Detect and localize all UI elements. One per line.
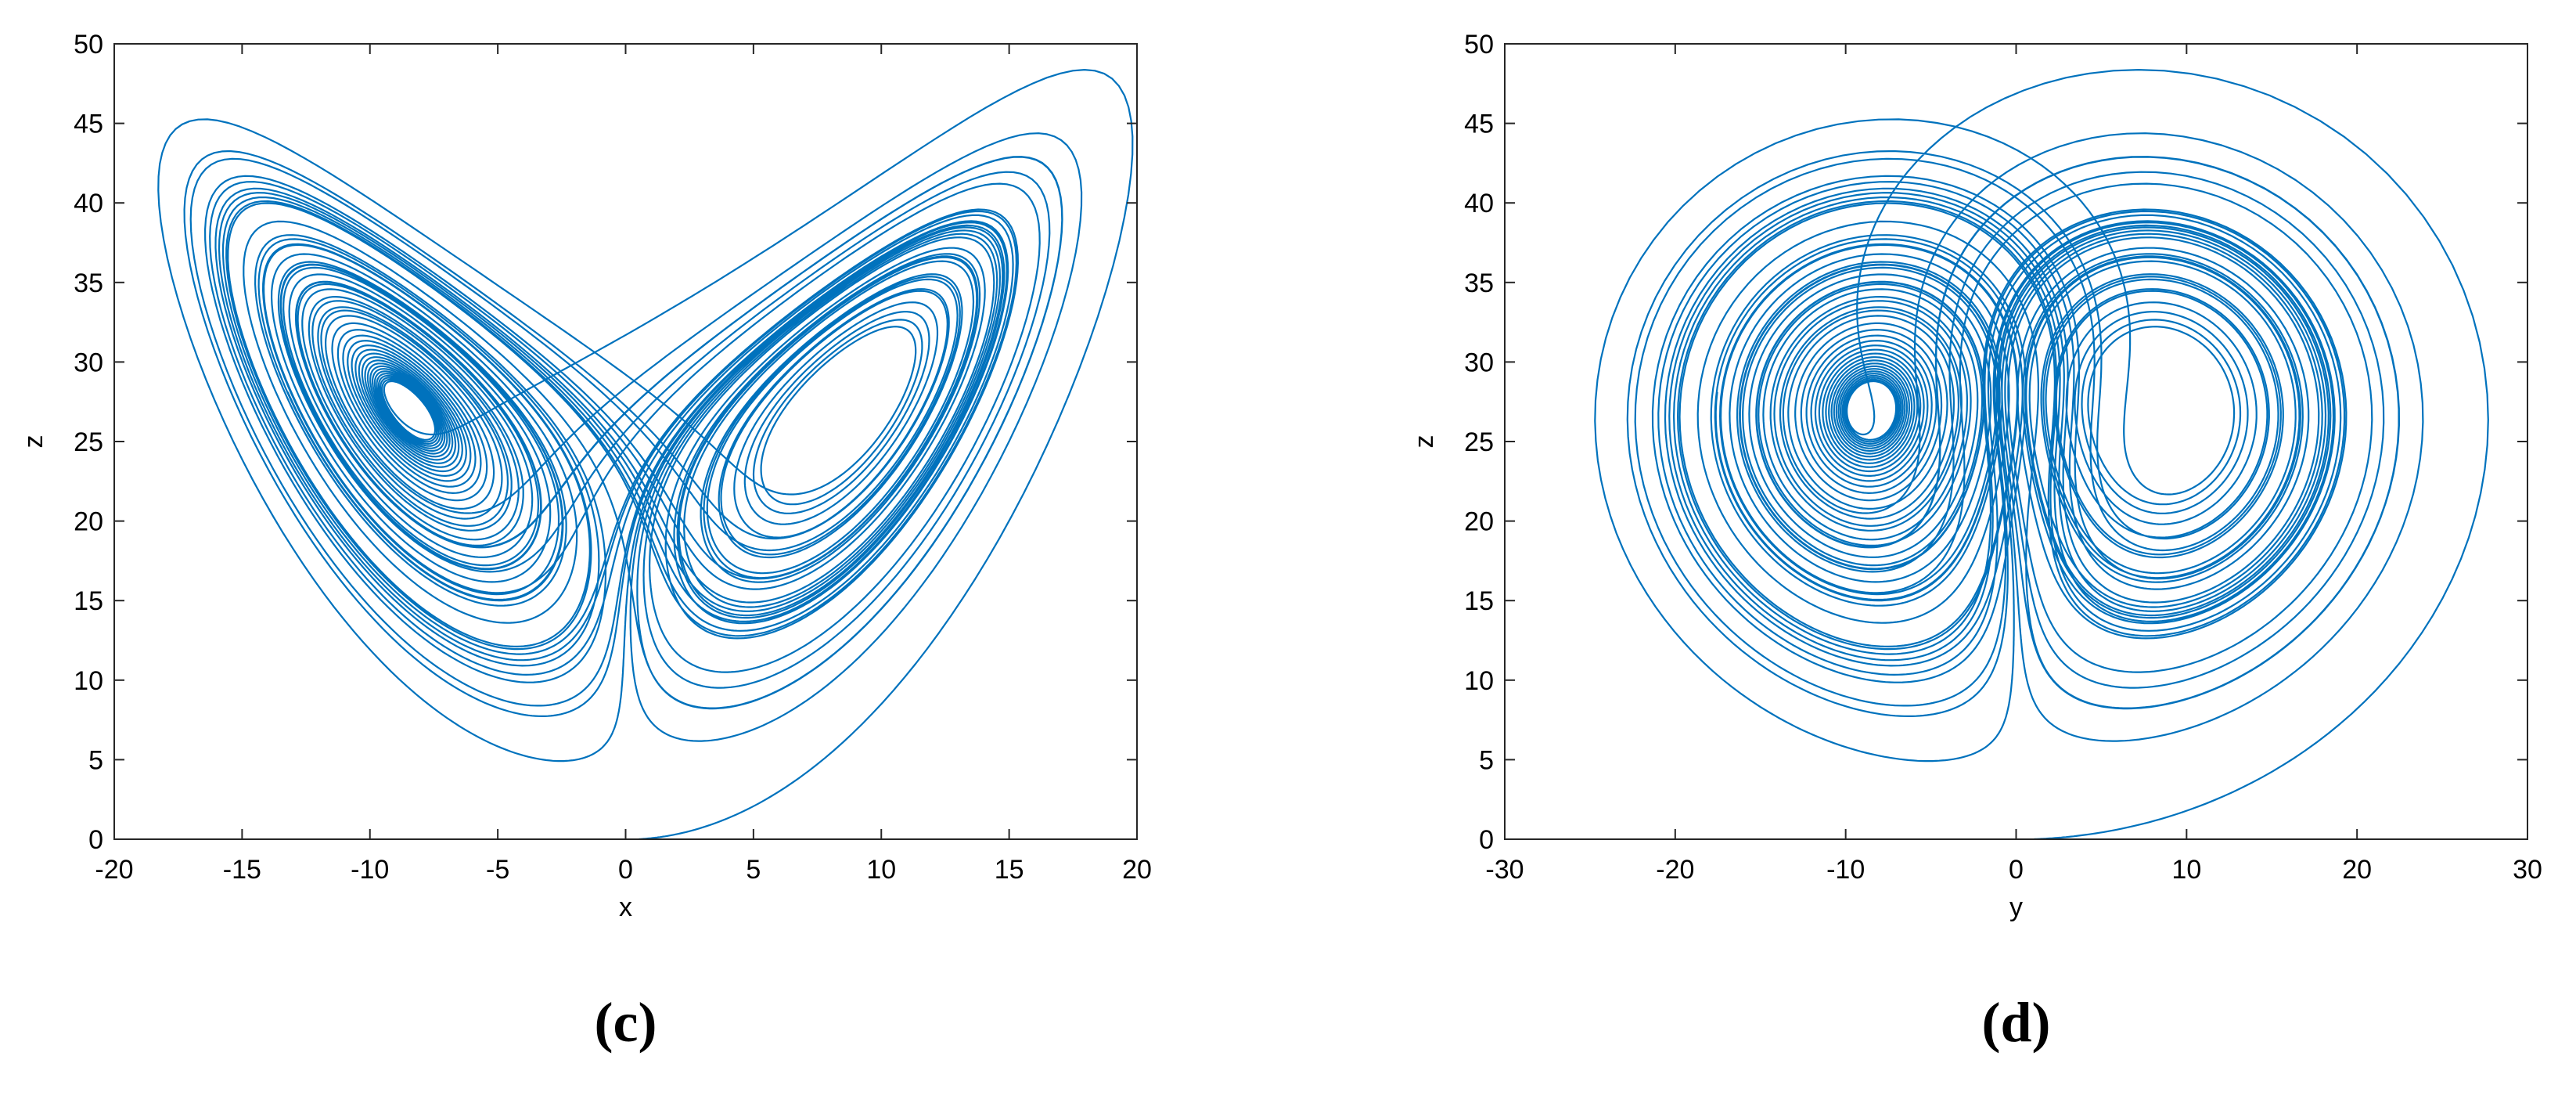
y-tick-label: 50: [1464, 30, 1494, 59]
x-tick-label: -10: [351, 855, 389, 885]
y-tick-label: 30: [74, 348, 103, 377]
y-tick-label: 10: [1464, 666, 1494, 696]
x-tick-label: 0: [618, 855, 633, 885]
y-tick-label: 10: [74, 666, 103, 696]
y-tick-label: 5: [1479, 745, 1494, 775]
x-axis-label-c: x: [619, 892, 632, 922]
y-tick-label: 15: [74, 586, 103, 616]
x-tick-label: -20: [95, 855, 133, 885]
y-tick-label: 20: [1464, 507, 1494, 537]
x-tick-label: -15: [223, 855, 261, 885]
y-tick-label: 35: [74, 269, 103, 298]
y-tick-label: 25: [74, 427, 103, 457]
y-tick-label: 35: [1464, 269, 1494, 298]
y-ticks-c: 0 5 10 15 20 25 30 35 40 45 50: [74, 30, 1137, 855]
trajectory-line-d: [1594, 69, 2489, 839]
y-tick-label: 45: [74, 110, 103, 139]
y-tick-label: 30: [1464, 348, 1494, 377]
x-tick-label: 20: [2342, 855, 2372, 885]
x-tick-label: -10: [1826, 855, 1865, 885]
x-tick-label: 15: [995, 855, 1024, 885]
y-tick-label: 0: [88, 825, 103, 855]
y-tick-label: 0: [1479, 825, 1494, 855]
x-tick-label: 20: [1122, 855, 1152, 885]
x-ticks-c: -20 -15 -10 -5 0 5 10 15 20: [95, 44, 1152, 885]
panel-label-d: (d): [1982, 991, 2051, 1054]
panel-c: -20 -15 -10 -5 0 5 10 15 20 0 5 10 15 20 25 30 35 40 45 50…: [19, 30, 1152, 1054]
x-tick-label: 10: [866, 855, 896, 885]
y-tick-label: 40: [74, 189, 103, 218]
x-tick-label: -30: [1485, 855, 1524, 885]
x-tick-label: 30: [2513, 855, 2542, 885]
x-tick-label: 5: [746, 855, 761, 885]
x-axis-label-d: y: [2009, 892, 2023, 922]
trajectory-path: [157, 69, 1134, 839]
y-ticks-d: 0 5 10 15 20 25 30 35 40 45 50: [1464, 30, 2527, 855]
y-tick-label: 40: [1464, 189, 1494, 218]
y-axis-label-d: z: [1409, 435, 1439, 449]
x-tick-label: -5: [486, 855, 509, 885]
x-tick-label: 0: [2009, 855, 2024, 885]
y-axis-label-c: z: [19, 435, 49, 449]
axes-frame-d: [1504, 43, 2528, 840]
y-tick-label: 20: [74, 507, 103, 537]
trajectory-line-c: [157, 69, 1134, 839]
x-ticks-d: -30 -20 -10 0 10 20 30: [1485, 44, 2542, 885]
y-tick-label: 45: [1464, 110, 1494, 139]
y-tick-label: 25: [1464, 427, 1494, 457]
y-tick-label: 15: [1464, 586, 1494, 616]
y-tick-label: 50: [74, 30, 103, 59]
panel-label-c: (c): [595, 991, 657, 1054]
x-tick-label: -20: [1656, 855, 1694, 885]
trajectory-path: [1594, 69, 2489, 839]
x-tick-label: 10: [2171, 855, 2201, 885]
y-tick-label: 5: [88, 745, 103, 775]
